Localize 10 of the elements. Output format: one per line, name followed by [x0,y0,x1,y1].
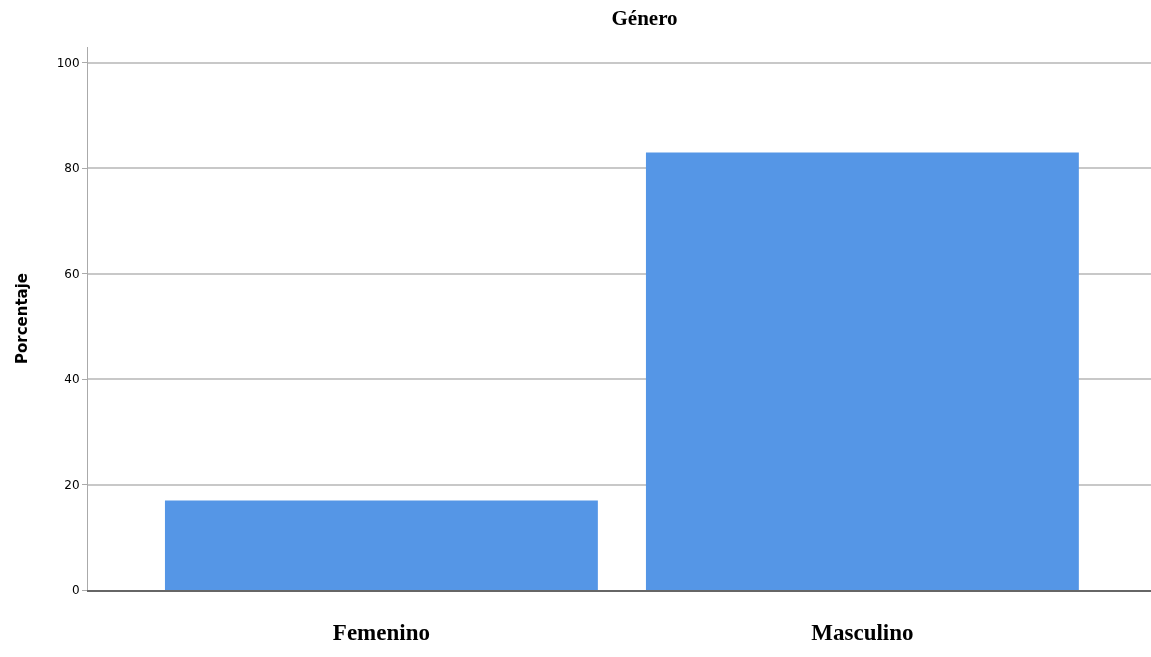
y-axis-title: Porcentaje [12,272,31,365]
x-tick-label: Femenino [332,619,430,645]
y-tick-label: 60 [64,266,80,281]
y-tick-label: 20 [64,477,80,492]
y-tick-label: 40 [64,372,80,387]
x-tick-label: Masculino [811,619,914,645]
chart-title: Género [611,5,678,30]
y-tick-label: 0 [71,583,80,598]
y-tick-label: 100 [56,56,80,71]
y-tick-label: 80 [64,161,80,176]
